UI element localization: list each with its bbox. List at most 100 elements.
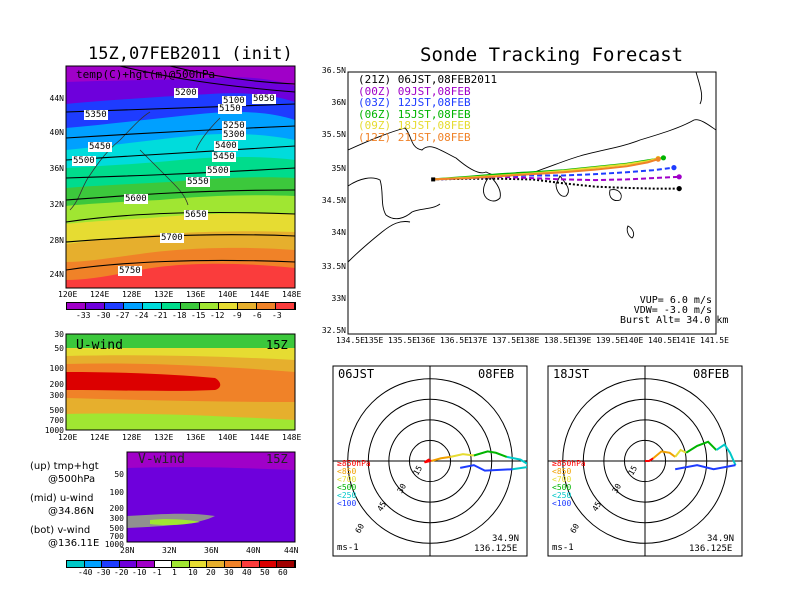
legend-jst: 21JST,08FEB	[397, 130, 471, 144]
hodo1-lon: 136.125E	[474, 544, 518, 554]
note-detail: @500hPa	[48, 474, 96, 485]
colorbar-label: -1	[152, 568, 162, 577]
track-line	[433, 157, 659, 181]
lon-tick: 139.5E	[596, 336, 625, 345]
uwind-time: 15Z	[266, 338, 288, 352]
tracking-legend: (21Z) 06JST,08FEB2011 (00Z) 09JST,08FEB …	[358, 74, 497, 143]
colorbar-label: -12	[210, 311, 225, 320]
lon-tick: 137E	[468, 336, 488, 345]
colorbar-swatch	[224, 561, 243, 567]
contour-label: 5400	[214, 141, 238, 151]
colorbar-label: -21	[153, 311, 168, 320]
note-detail: @136.11E	[48, 538, 100, 549]
hodo2-unit: ms-1	[552, 543, 574, 553]
level-label: <250	[552, 491, 572, 500]
colorbar-label: -10	[132, 568, 147, 577]
colorbar-label: -24	[134, 311, 149, 320]
wind-colorbar-labels: -40 -30 -20 -10 -1 1 10 20 30 40 50 60	[66, 568, 298, 578]
ring-label: 30	[610, 482, 624, 495]
note-item: (bot) v-wind @136.11E	[30, 524, 120, 550]
ring-label: 15	[411, 464, 425, 477]
colorbar-label: -18	[172, 311, 187, 320]
legend-utc: (12Z)	[358, 130, 392, 144]
contour-label: 5050	[252, 94, 276, 104]
lon-tick: 148E	[282, 433, 302, 442]
legend-jst: 18JST,08FEB	[397, 119, 471, 132]
wind-colorbar	[66, 560, 296, 568]
temp-colorbar-labels: -33 -30 -27 -24 -21 -18 -15 -12 -9 -6 -3	[66, 311, 296, 321]
lat-tick: 36N	[331, 98, 346, 107]
hodo2-date: 08FEB	[693, 367, 730, 381]
contour-label: 5150	[218, 104, 242, 114]
level-label: <250	[337, 491, 357, 500]
track-line	[433, 158, 659, 181]
ring-label: 30	[395, 482, 409, 495]
hodo1-unit: ms-1	[337, 543, 359, 553]
level-label: <850	[552, 467, 572, 476]
colorbar-swatch	[207, 561, 225, 567]
ring-label: 15	[626, 464, 640, 477]
lat-tick: 44N	[49, 94, 64, 103]
colorbar-swatch	[277, 561, 295, 567]
lon-tick: 139E	[572, 336, 592, 345]
lon-tick: 140E	[218, 290, 238, 299]
colorbar-swatch	[276, 303, 295, 309]
lon-tick: 124E	[90, 433, 110, 442]
contour-label: 5750	[118, 266, 142, 276]
lat-tick: 36.5N	[321, 66, 346, 75]
p-tick: 300	[49, 391, 64, 400]
note-title: (up) tmp+hgt	[30, 461, 99, 472]
colorbar-swatch	[238, 303, 257, 309]
colorbar-swatch	[102, 561, 120, 567]
lon-tick: 132E	[154, 290, 174, 299]
temp-colorbar	[66, 302, 296, 310]
p-tick: 50	[54, 344, 64, 353]
legend-entry: (03Z) 12JST,08FEB	[358, 97, 497, 109]
lon-tick: 144E	[250, 290, 270, 299]
colorbar-swatch	[67, 303, 86, 309]
track-end-point	[655, 156, 661, 162]
p-tick: 1000	[44, 426, 64, 435]
note-item: (mid) u-wind @34.86N	[30, 492, 120, 518]
legend-jst: 15JST,08FEB	[397, 107, 471, 121]
legend-entry: (21Z) 06JST,08FEB2011	[358, 74, 497, 86]
contour-label: 5250	[222, 121, 246, 131]
vwind-lat-ticks: 28N 32N 36N 40N 44N	[120, 546, 300, 558]
hodo2-ring-labels: 15 30 45 60	[548, 366, 742, 556]
lat-tick: 32.5N	[321, 326, 346, 335]
colorbar-label: 50	[260, 568, 270, 577]
colorbar-label: -27	[115, 311, 130, 320]
level-label: <500	[552, 483, 572, 492]
lon-tick: 128E	[122, 290, 142, 299]
legend-entry: (00Z) 09JST,08FEB	[358, 84, 497, 98]
level-label: <850	[337, 467, 357, 476]
colorbar-swatch	[162, 303, 181, 309]
p-tick: 100	[49, 364, 64, 373]
param-vdw: VDW= -3.0 m/s	[633, 305, 712, 316]
colorbar-label: -9	[232, 311, 242, 320]
contour-label: 5500	[206, 166, 230, 176]
p-tick: 700	[109, 532, 124, 541]
lat-tick: 24N	[49, 270, 64, 279]
lat-tick: 44N	[284, 546, 299, 555]
panel-notes: (up) tmp+hgt @500hPa (mid) u-wind @34.86…	[30, 460, 120, 550]
lon-tick: 128E	[122, 433, 142, 442]
level-label: <100	[337, 499, 357, 508]
colorbar-swatch	[84, 561, 103, 567]
colorbar-label: -15	[191, 311, 206, 320]
ring-label: 45	[590, 500, 604, 513]
lon-tick: 141E	[676, 336, 696, 345]
hodo2-time: 18JST	[553, 367, 590, 381]
lon-tick: 132E	[154, 433, 174, 442]
lat-tick: 34N	[331, 228, 346, 237]
param-burst: Burst Alt= 34.0 km	[620, 315, 729, 326]
legend-jst: 09JST,08FEB	[397, 84, 471, 98]
p-tick: 100	[109, 488, 124, 497]
tracking-lat-ticks: 36.5N 36N 35.5N 35N 34.5N 34N 33.5N 33N …	[310, 66, 346, 340]
hodo1-date: 08FEB	[478, 367, 515, 381]
level-label: <100	[552, 499, 572, 508]
contour-label: 5700	[160, 233, 184, 243]
launch-point	[431, 177, 436, 182]
colorbar-label: 30	[224, 568, 234, 577]
lon-tick: 120E	[58, 433, 78, 442]
